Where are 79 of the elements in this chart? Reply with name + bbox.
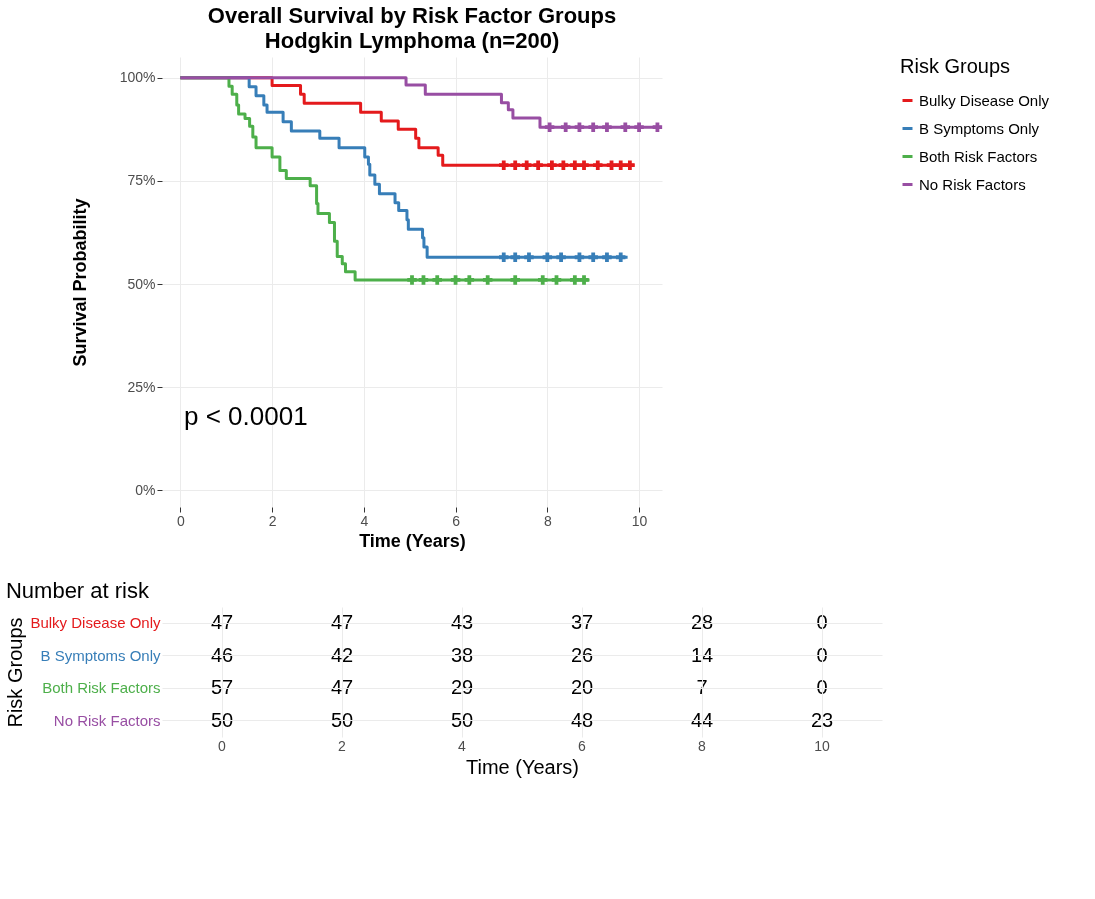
point [407,275,417,285]
x-axis-title: Time (Years) [466,755,579,778]
data-label: 57 [210,676,234,699]
chart-subtitle: Hodgkin Lymphoma (n=200) [264,28,560,53]
point [537,275,548,285]
data-label: 50 [330,708,354,731]
y-tick-label: Both Risk Factors [42,679,161,697]
legend-label: Bulky Disease Only [919,91,1050,109]
point [570,275,580,285]
x-tick-label: 10 [631,512,648,529]
x-tick-label: 2 [268,512,277,529]
data-label: 37 [570,611,594,634]
point [533,160,543,170]
y-tick-label: 50% [127,275,156,292]
point [510,252,520,262]
y-tick-label: 100% [119,69,156,86]
x-tick-label: 0 [176,512,185,529]
point [521,160,532,170]
x-tick-label: 6 [452,512,461,529]
point [558,160,569,170]
y-tick-label: 0% [135,481,156,498]
point [602,122,612,132]
point [588,252,598,262]
point [510,160,520,170]
data-label: 50 [210,708,234,731]
legend-label: Both Risk Factors [919,147,1038,165]
chart-title: Overall Survival by Risk Factor Groups [207,3,617,28]
point [625,160,635,170]
y-axis-title: Risk Groups [4,617,27,728]
y-tick-label: B Symptoms Only [40,646,161,664]
point [524,252,534,262]
point [544,122,555,132]
chart-title: Number at risk [5,578,150,603]
point [482,275,493,285]
point [560,122,571,132]
y-axis-title: Survival Probability [69,198,90,367]
x-tick-label: 8 [698,737,707,754]
point [652,122,663,132]
legend-label: B Symptoms Only [919,119,1040,137]
point [634,122,644,132]
y-tick-label: 25% [127,378,156,395]
point [615,160,626,170]
point [499,160,509,170]
x-tick-label: 2 [338,737,347,754]
point [418,275,429,285]
point [570,160,580,170]
x-tick-label: 6 [578,737,587,754]
point [606,160,617,170]
point [620,122,631,132]
point [574,252,585,262]
x-tick-label: 8 [543,512,552,529]
x-tick-label: 4 [360,512,369,529]
point [547,160,557,170]
point [615,252,626,262]
point [450,275,461,285]
y-tick-label: Bulky Disease Only [30,614,161,632]
point [432,275,442,285]
legend-label: No Risk Factors [919,175,1026,193]
x-axis-title: Time (Years) [359,530,466,551]
point [588,122,598,132]
y-tick-label: No Risk Factors [53,711,161,729]
point [464,275,475,285]
x-tick-label: 0 [218,737,227,754]
point [593,160,603,170]
point [574,122,585,132]
point [542,252,553,262]
annotation: p < 0.0001 [184,401,308,431]
point [551,275,562,285]
point [510,275,520,285]
point [499,252,509,262]
x-tick-label: 10 [814,737,830,754]
point [556,252,566,262]
x-tick-label: 4 [458,737,467,754]
point [579,275,589,285]
data-label: 50 [450,708,474,731]
point [602,252,612,262]
point [579,160,589,170]
y-tick-label: 75% [127,172,156,189]
legend-title: Risk Groups [900,55,1011,77]
